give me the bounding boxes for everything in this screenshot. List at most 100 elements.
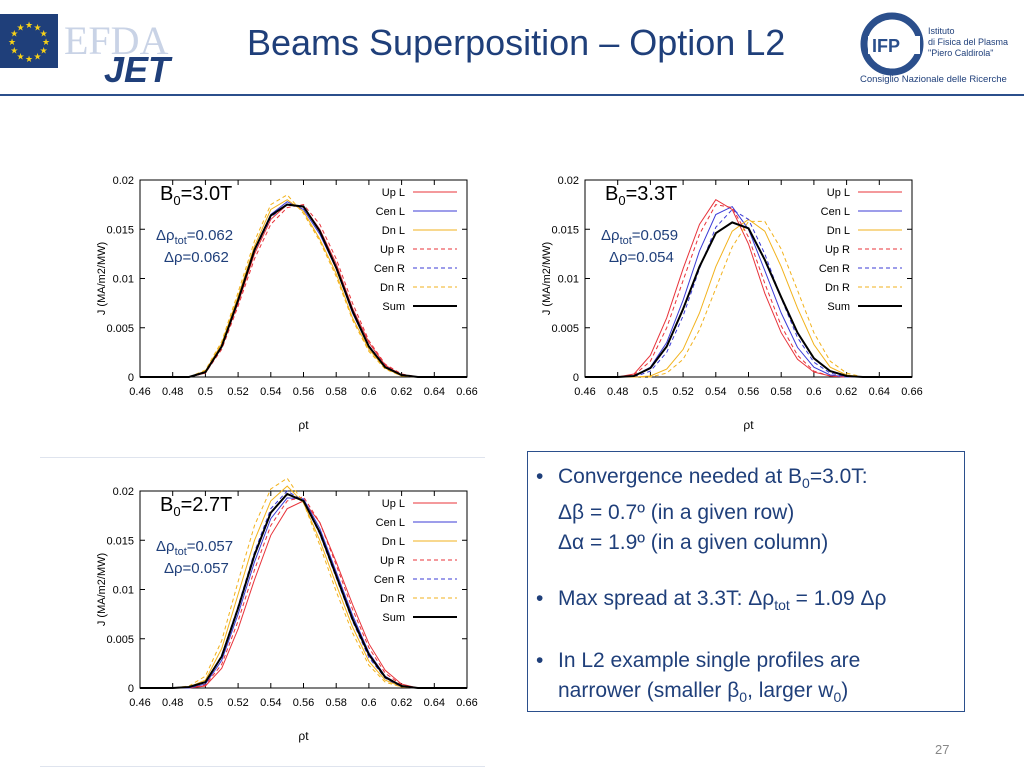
y-tick-label: 0 — [573, 372, 579, 384]
drho-sub: tot — [620, 235, 632, 247]
y-tick-label: 0.015 — [106, 535, 134, 547]
eu-star-icon: ★ — [16, 52, 24, 62]
b0-rest: =3.3T — [626, 183, 678, 205]
divider-bottom — [40, 766, 485, 767]
legend-label: Dn L — [827, 225, 850, 237]
drho-tot-annotation: Δρtot=0.059 — [601, 227, 678, 247]
eu-star-icon: ★ — [10, 46, 18, 56]
y-tick-label: 0.01 — [113, 585, 134, 597]
x-tick-label: 0.56 — [738, 386, 759, 398]
y-tick-label: 0.01 — [113, 274, 134, 286]
x-tick-label: 0.64 — [424, 697, 445, 709]
b0-sub: 0 — [173, 193, 180, 208]
drho-annotation: Δρ=0.054 — [609, 249, 674, 266]
bullet-1-line-2: Δβ = 0.7º (in a given row) — [558, 501, 795, 525]
b0-B: B — [605, 183, 618, 205]
chart-b0-2-7: 0 0.005 0.01 0.015 0.02 0.46 0.48 0.5 0.52 0.54 0.… — [95, 466, 495, 756]
eu-stars-icon: ★ ★★★★★★★★★★★ — [8, 20, 50, 64]
bullet-3-line-2: narrower (smaller β0, larger w0) — [558, 679, 849, 706]
series-line-sum — [140, 492, 467, 689]
bullet-dot: • — [536, 465, 544, 488]
drho-tot-annotation: Δρtot=0.062 — [156, 227, 233, 247]
x-tick-label: 0.64 — [869, 386, 890, 398]
y-tick-label: 0.01 — [558, 274, 579, 286]
y-tick-label: 0 — [128, 372, 134, 384]
legend-label: Sum — [382, 612, 405, 624]
y-tick-label: 0.015 — [106, 224, 134, 236]
eu-star-icon: ★ — [40, 46, 48, 56]
eu-star-icon: ★ — [42, 37, 50, 47]
series-line-dn-l — [140, 485, 467, 689]
legend-label: Up L — [827, 187, 850, 199]
plot-frame — [139, 490, 468, 689]
series-line-cen-l — [140, 497, 467, 689]
x-tick-label: 0.66 — [456, 697, 477, 709]
chart-b0-3-3-svg: 0 0.005 0.01 0.015 0.02 0.46 0.48 0.5 0.52 0.54 0.… — [541, 175, 923, 432]
eu-star-icon: ★ — [10, 29, 18, 39]
y-tick-label: 0.02 — [113, 175, 134, 187]
drho-sym: Δρ — [156, 227, 175, 244]
series-line-dn-r — [140, 194, 467, 378]
series-line-cen-r — [585, 208, 912, 378]
x-tick-label: 0.5 — [198, 697, 213, 709]
ifp-line-2: di Fisica del Plasma — [928, 37, 1008, 47]
series-line-up-l — [140, 500, 467, 689]
chart-b0-3-0-svg: 0 0.005 0.01 0.015 0.02 0.46 0.48 0.5 0.52 0.54 0.… — [96, 175, 478, 432]
y-axis-label: J (MA/m2/MW) — [96, 242, 108, 315]
drho-val: =0.059 — [632, 227, 678, 244]
y-tick-label: 0.005 — [106, 634, 134, 646]
legend-label: Dn L — [382, 536, 405, 548]
ifp-mark: IFP — [872, 36, 900, 56]
jet-text: JET — [104, 49, 173, 86]
x-tick-label: 0.58 — [770, 386, 791, 398]
b0-sub: 0 — [173, 504, 180, 519]
x-tick-label: 0.5 — [643, 386, 658, 398]
eu-star-icon: ★ — [8, 37, 16, 47]
ifp-line-3: "Piero Caldirola" — [928, 48, 993, 58]
slide-header: ★ ★ ★ ★ ★ ★ ★ ★ ★ ★ ★ ★ EFDA JET Beams Superpositio… — [0, 0, 1024, 96]
drho-annotation: Δρ=0.062 — [164, 249, 229, 266]
legend-label: Dn R — [825, 282, 850, 294]
b0-sub: 0 — [618, 193, 625, 208]
x-tick-label: 0.6 — [361, 386, 376, 398]
legend-label: Dn L — [382, 225, 405, 237]
plot-frame — [584, 179, 913, 378]
x-tick-label: 0.6 — [806, 386, 821, 398]
x-axis-label: ρt — [743, 418, 754, 432]
y-axis-label: J (MA/m2/MW) — [96, 553, 108, 626]
bullet-3-line-1: In L2 example single profiles are — [558, 649, 861, 672]
legend-label: Cen L — [376, 517, 405, 529]
summary-box: • Convergence needed at B0=3.0T: Δβ = 0.… — [527, 451, 965, 712]
x-tick-label: 0.5 — [198, 386, 213, 398]
eu-flag — [0, 14, 58, 68]
legend-label: Up R — [380, 244, 405, 256]
legend-label: Cen R — [374, 263, 405, 275]
legend-label: Up L — [382, 498, 405, 510]
x-tick-label: 0.52 — [227, 386, 248, 398]
series-line-sum — [585, 221, 912, 378]
x-tick-label: 0.54 — [705, 386, 726, 398]
x-tick-label: 0.56 — [293, 386, 314, 398]
x-tick-label: 0.46 — [129, 386, 150, 398]
x-tick-label: 0.66 — [456, 386, 477, 398]
chart-b0-3-0: 0 0.005 0.01 0.015 0.02 0.46 0.48 0.5 0.52 0.54 0.… — [95, 155, 495, 445]
eu-star-icon: ★ — [33, 52, 41, 62]
page-number: 27 — [935, 742, 950, 757]
x-tick-label: 0.58 — [325, 386, 346, 398]
y-tick-label: 0.02 — [113, 486, 134, 498]
b0-rest: =3.0T — [181, 183, 233, 205]
drho-tot-annotation: Δρtot=0.057 — [156, 538, 233, 558]
x-tick-label: 0.6 — [361, 697, 376, 709]
legend-label: Sum — [382, 301, 405, 313]
bullet-1-line-1: Convergence needed at B0=3.0T: — [558, 465, 868, 492]
b0-annotation: B0=3.3T — [605, 183, 677, 208]
x-tick-label: 0.66 — [901, 386, 922, 398]
drho-sym: Δρ — [601, 227, 620, 244]
x-tick-label: 0.58 — [325, 697, 346, 709]
legend-label: Cen L — [821, 206, 850, 218]
x-tick-label: 0.48 — [607, 386, 628, 398]
bullet-dot: • — [536, 649, 544, 672]
x-tick-label: 0.46 — [129, 697, 150, 709]
x-tick-label: 0.64 — [424, 386, 445, 398]
y-tick-label: 0.005 — [551, 323, 579, 335]
